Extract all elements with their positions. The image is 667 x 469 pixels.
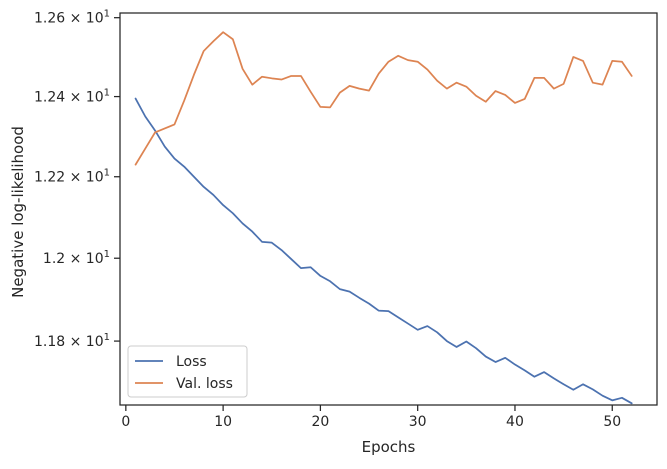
x-tick-label: 40 bbox=[506, 414, 524, 430]
legend-label-val-loss: Val. loss bbox=[176, 376, 233, 392]
series-line-val-loss bbox=[134, 31, 633, 166]
y-tick-label: 1.24 × 101 bbox=[34, 88, 110, 106]
x-tick-label: 20 bbox=[311, 414, 329, 430]
legend-box bbox=[127, 345, 248, 398]
x-tick-label: 10 bbox=[214, 414, 232, 430]
y-tick-label: 1.2 × 101 bbox=[43, 249, 110, 267]
x-tick-label: 50 bbox=[603, 414, 621, 430]
series-lines bbox=[134, 31, 633, 405]
plot-frame bbox=[119, 12, 658, 406]
x-axis-ticks: 0 10 20 30 40 50 bbox=[121, 405, 621, 430]
legend: Loss Val. loss bbox=[127, 345, 248, 398]
y-tick-label: 1.26 × 101 bbox=[34, 9, 110, 27]
legend-label-loss: Loss bbox=[176, 354, 207, 370]
y-tick-label: 1.18 × 101 bbox=[34, 332, 110, 350]
x-tick-label: 30 bbox=[409, 414, 427, 430]
plot-area bbox=[120, 13, 657, 405]
y-axis-ticks: 1.18 × 101 1.2 × 101 1.22 × 101 1.24 × 101 1… bbox=[34, 9, 120, 350]
x-tick-label: 0 bbox=[121, 414, 130, 430]
y-tick-label: 1.22 × 101 bbox=[34, 168, 110, 186]
series-line-loss bbox=[134, 97, 633, 405]
y-axis-label: Negative log-likelihood bbox=[9, 126, 27, 298]
x-axis-label: Epochs bbox=[362, 438, 416, 456]
